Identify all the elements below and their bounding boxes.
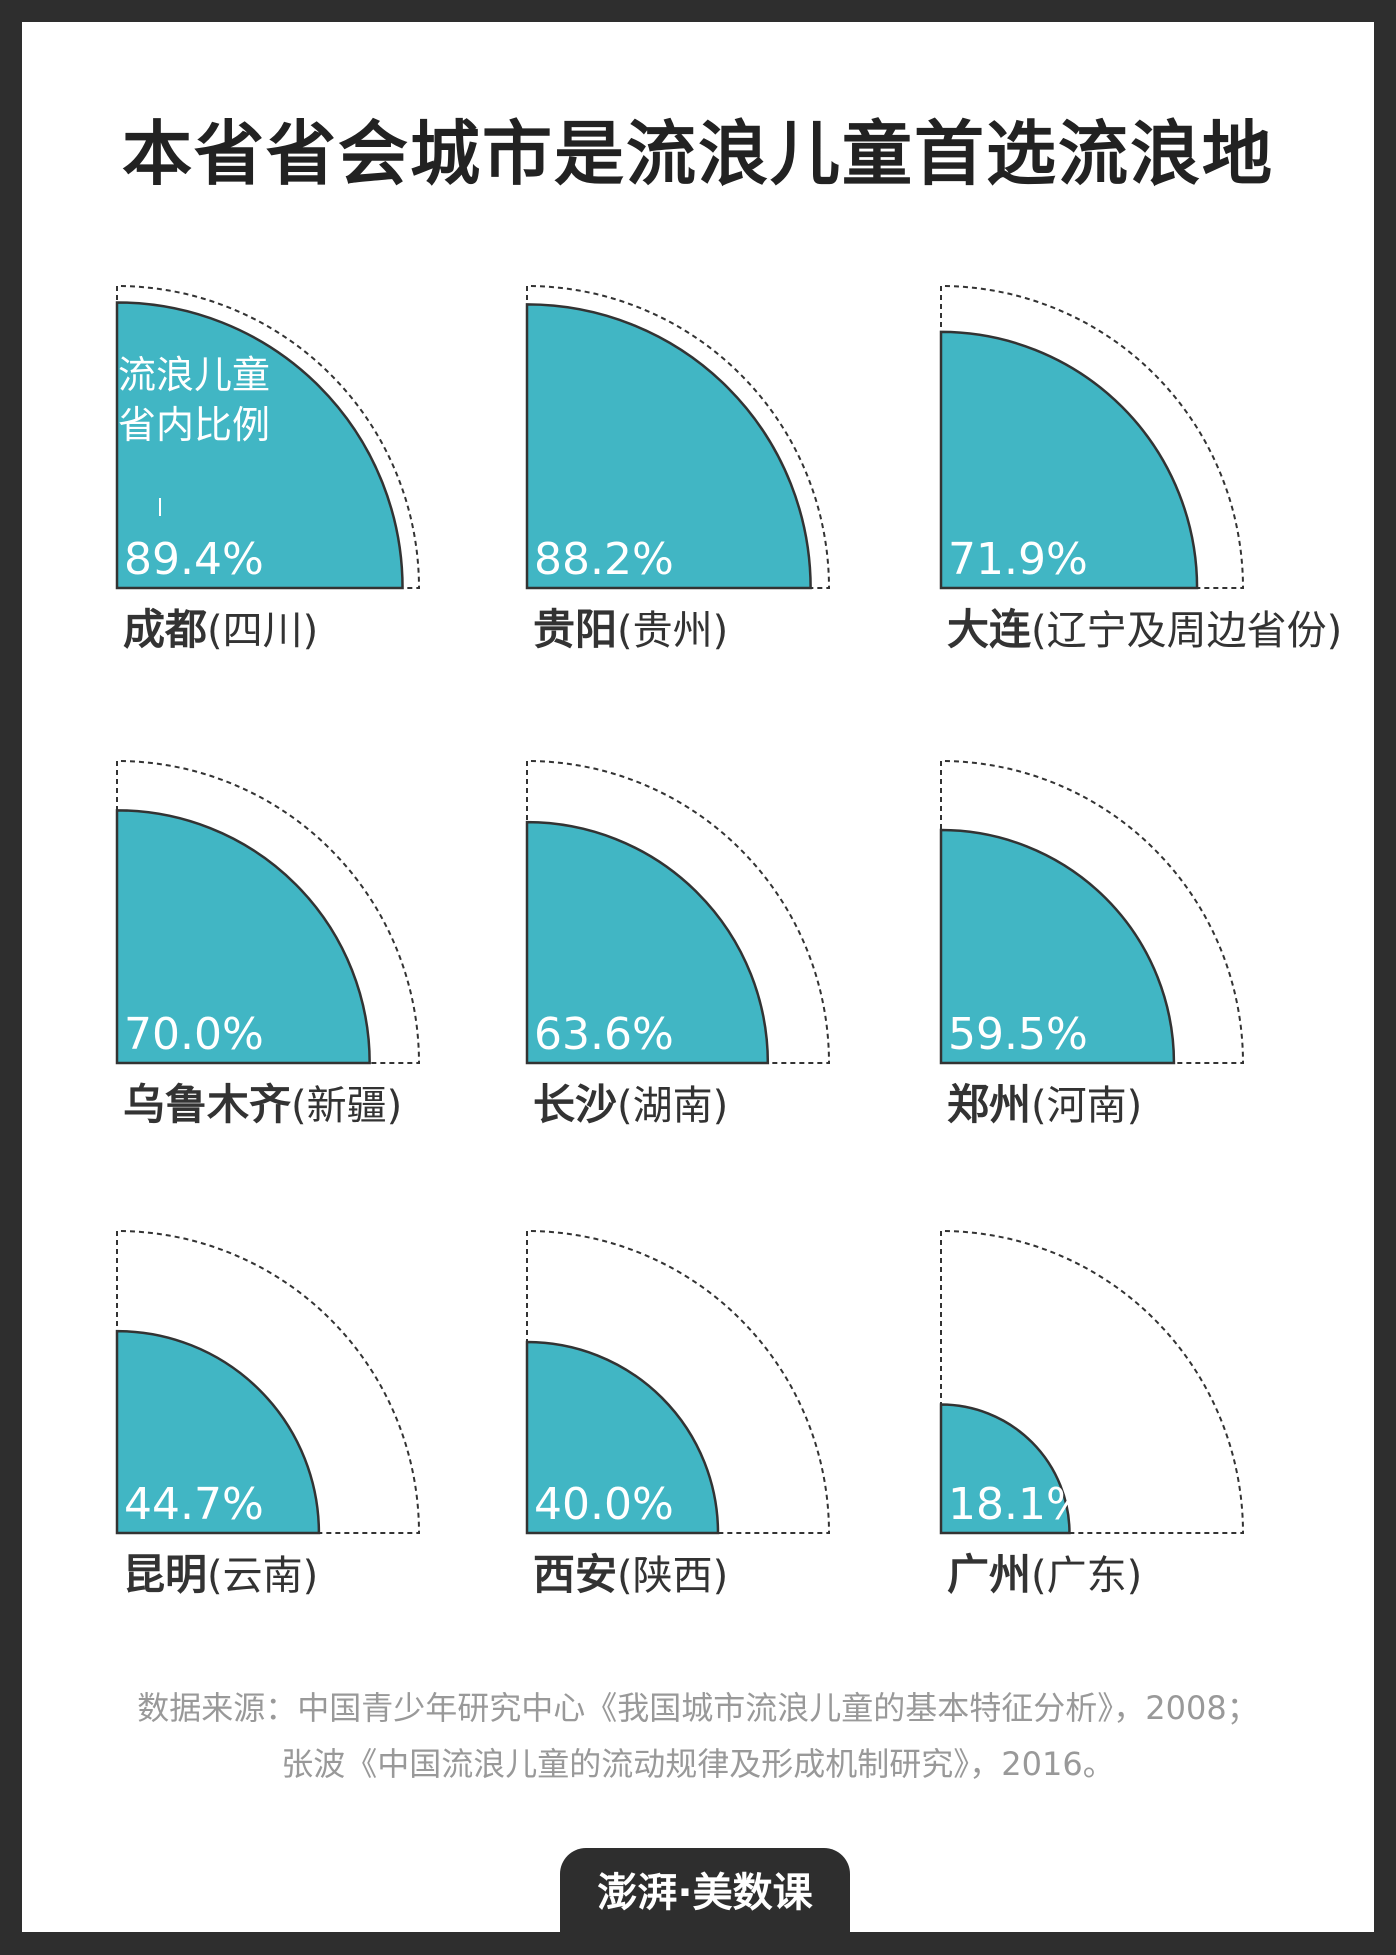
city-label: 贵阳(贵州) xyxy=(533,605,728,654)
annotation-label: 省内比例 xyxy=(118,403,270,447)
percent-label: 71.9% xyxy=(948,534,1088,585)
province-name: (河南) xyxy=(1031,1083,1142,1129)
province-name: (云南) xyxy=(207,1553,318,1599)
value-quarter xyxy=(939,330,1199,590)
source-line-2: 张波《中国流浪儿童的流动规律及形成机制研究》，2016。 xyxy=(281,1745,1115,1783)
source-note: 数据来源：中国青少年研究中心《我国城市流浪儿童的基本特征分析》，2008； 张波… xyxy=(0,1680,1396,1792)
percent-label: 89.4% xyxy=(124,534,264,585)
full-scale-outline xyxy=(116,1229,421,1534)
value-quarter xyxy=(525,303,812,590)
value-quarter xyxy=(939,1403,1071,1535)
city-label: 郑州(河南) xyxy=(947,1080,1142,1129)
city-label: 乌鲁木齐(新疆) xyxy=(123,1080,402,1129)
city-name: 昆明 xyxy=(123,1550,207,1599)
city-quarter: 59.5% 郑州(河南) xyxy=(939,759,1245,1129)
full-scale-outline xyxy=(940,284,1245,589)
city-label: 西安(陕西) xyxy=(533,1550,728,1599)
city-quarter: 88.2% 贵阳(贵州) xyxy=(525,284,831,654)
province-name: (新疆) xyxy=(291,1083,402,1129)
city-name: 乌鲁木齐 xyxy=(123,1080,291,1129)
city-quarter: 71.9% 大连(辽宁及周边省份) xyxy=(939,284,1342,654)
city-name: 大连 xyxy=(947,605,1032,654)
logo: 澎湃·美数课 xyxy=(560,1848,850,1938)
value-quarter xyxy=(525,1340,720,1535)
city-name: 广州 xyxy=(947,1550,1031,1599)
city-label: 长沙(湖南) xyxy=(533,1080,728,1129)
province-name: (湖南) xyxy=(617,1083,728,1129)
city-quarter: 63.6% 长沙(湖南) xyxy=(525,759,831,1129)
city-label: 大连(辽宁及周边省份) xyxy=(947,605,1342,654)
province-name: (贵州) xyxy=(617,608,728,654)
city-label: 广州(广东) xyxy=(947,1550,1142,1599)
full-scale-outline xyxy=(526,759,831,1064)
city-quarter: 70.0% 乌鲁木齐(新疆) xyxy=(115,759,421,1129)
percent-label: 44.7% xyxy=(124,1479,264,1530)
province-name: (四川) xyxy=(207,608,318,654)
percent-label: 70.0% xyxy=(124,1009,264,1060)
province-name: (广东) xyxy=(1031,1553,1142,1599)
city-name: 成都 xyxy=(123,605,207,654)
city-quarter: 18.1% 广州(广东) xyxy=(939,1229,1245,1599)
city-quarter: 44.7% 昆明(云南) xyxy=(115,1229,421,1599)
full-scale-outline xyxy=(526,284,831,589)
city-name: 郑州 xyxy=(947,1080,1031,1129)
value-quarter xyxy=(939,828,1176,1065)
value-quarter xyxy=(115,809,371,1065)
full-scale-outline xyxy=(940,759,1245,1064)
percent-label: 63.6% xyxy=(534,1009,674,1060)
full-scale-outline xyxy=(116,759,421,1064)
city-quarter: 40.0% 西安(陕西) xyxy=(525,1229,831,1599)
city-name: 西安 xyxy=(533,1550,617,1599)
value-quarter xyxy=(115,1329,321,1535)
annotation-label: 流浪儿童 xyxy=(118,353,270,397)
province-name: (辽宁及周边省份) xyxy=(1031,608,1342,654)
percent-label: 59.5% xyxy=(948,1009,1088,1060)
value-quarter xyxy=(525,820,770,1065)
chart-title: 本省省会城市是流浪儿童首选流浪地 xyxy=(122,113,1274,195)
source-line-1: 数据来源：中国青少年研究中心《我国城市流浪儿童的基本特征分析》，2008； xyxy=(137,1689,1259,1727)
percent-label: 18.1% xyxy=(948,1479,1088,1530)
full-scale-outline xyxy=(116,284,421,589)
value-quarter xyxy=(115,301,404,590)
city-name: 长沙 xyxy=(533,1080,617,1129)
percent-label: 40.0% xyxy=(534,1479,674,1530)
city-label: 昆明(云南) xyxy=(123,1550,318,1599)
city-name: 贵阳 xyxy=(533,605,617,654)
city-label: 成都(四川) xyxy=(123,605,318,654)
province-name: (陕西) xyxy=(617,1553,728,1599)
percent-label: 88.2% xyxy=(534,534,674,585)
full-scale-outline xyxy=(940,1229,1245,1534)
full-scale-outline xyxy=(526,1229,831,1534)
